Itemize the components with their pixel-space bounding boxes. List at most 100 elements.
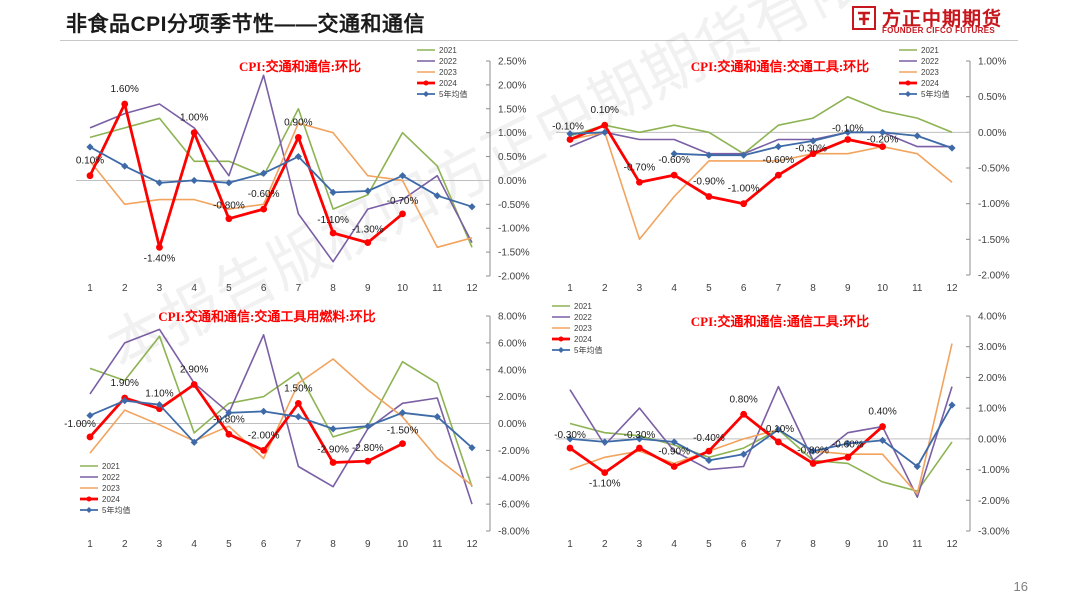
data-point-5年均值 <box>190 438 198 446</box>
x-tick-label: 11 <box>432 539 443 550</box>
series-line-2021 <box>569 95 953 155</box>
x-tick-label: 4 <box>671 283 677 294</box>
y-tick-label: -0.50% <box>978 164 1010 175</box>
legend-label-2024: 2024 <box>574 335 592 344</box>
data-point-2024 <box>364 239 372 246</box>
series-line-2023 <box>89 358 473 486</box>
data-point-2024 <box>225 215 233 223</box>
data-label-2024: -1.00% <box>64 419 96 430</box>
y-tick-label: -2.00% <box>498 446 530 457</box>
data-point-5年均值 <box>878 128 887 136</box>
y-tick-label: 4.00% <box>978 312 1006 323</box>
page-title: 非食品CPI分项季节性——交通和通信 <box>66 13 426 36</box>
y-tick-label: 1.00% <box>978 57 1006 68</box>
y-tick-label: -1.00% <box>498 224 530 235</box>
data-point-2024 <box>774 171 782 179</box>
x-tick-label: 11 <box>912 539 923 550</box>
data-point-2024 <box>260 205 268 213</box>
x-tick-label: 7 <box>776 539 782 550</box>
chart-panel-1: 2.50% 2.00% 1.50% 1.00% 0.50% 0.00% -0.50% -1.0… <box>76 46 530 294</box>
data-point-5年均值 <box>364 422 372 430</box>
y-tick-label: 1.00% <box>978 404 1006 415</box>
data-point-2024 <box>740 410 748 418</box>
data-point-2024 <box>121 100 129 108</box>
data-point-5年均值 <box>364 187 372 195</box>
legend-marker <box>905 91 911 97</box>
data-point-2024 <box>294 134 302 141</box>
x-tick-label: 9 <box>845 539 851 550</box>
data-label-2024: -2.00% <box>248 430 280 441</box>
y-tick-label: 0.00% <box>498 419 526 430</box>
data-point-2024 <box>879 143 886 151</box>
page-number: 16 <box>1013 579 1028 594</box>
data-label-2024: 1.50% <box>284 383 312 394</box>
x-tick-label: 12 <box>946 283 958 294</box>
x-tick-label: 8 <box>330 539 336 550</box>
series-line-5年均值 <box>89 146 473 208</box>
data-point-2024 <box>809 150 817 158</box>
data-point-5年均值 <box>809 137 817 145</box>
data-point-5年均值 <box>260 169 268 177</box>
legend-label-2022: 2022 <box>574 313 592 322</box>
data-label-2024: -0.60% <box>248 189 280 200</box>
y-tick-label: 4.00% <box>498 365 526 376</box>
y-tick-label: 3.00% <box>978 342 1006 353</box>
x-tick-label: 11 <box>432 283 443 294</box>
x-tick-label: 10 <box>877 283 889 294</box>
data-point-2024 <box>566 444 574 452</box>
series-line-2024 <box>569 412 884 474</box>
data-label-2024: -1.00% <box>728 184 760 195</box>
legend-label-5年均值: 5年均值 <box>921 89 949 99</box>
data-point-2024 <box>809 460 817 467</box>
data-point-5年均值 <box>670 438 678 446</box>
data-point-2024 <box>86 172 94 180</box>
data-point-2024 <box>636 178 643 186</box>
y-tick-label: -2.00% <box>978 271 1010 282</box>
x-tick-label: 7 <box>296 283 302 294</box>
data-point-2024 <box>399 440 406 448</box>
x-tick-label: 8 <box>330 283 336 294</box>
data-point-5年均值 <box>468 203 476 211</box>
y-tick-label: -3.00% <box>978 527 1010 538</box>
data-label-2024: -0.60% <box>658 155 690 166</box>
data-point-2024 <box>774 438 782 446</box>
chart-title: CPI:交通和通信:交通工具:环比 <box>691 59 869 74</box>
data-label-2024: -0.90% <box>658 447 690 458</box>
data-point-2024 <box>670 171 678 179</box>
data-label-2024: 2.90% <box>180 365 208 376</box>
data-label-2024: 0.80% <box>729 394 757 405</box>
data-label-2024: 1.90% <box>111 378 139 389</box>
data-label-2024: -0.60% <box>763 155 795 166</box>
x-tick-label: 7 <box>776 283 782 294</box>
data-point-2024 <box>844 453 852 461</box>
data-label-2024: -1.30% <box>352 225 384 236</box>
data-point-2024 <box>705 447 713 455</box>
data-label-2024: -0.40% <box>693 433 725 444</box>
series-line-5年均值 <box>569 404 953 468</box>
x-tick-label: 6 <box>261 283 267 294</box>
data-point-2024 <box>294 399 302 407</box>
y-tick-label: 2.00% <box>498 392 526 403</box>
x-tick-label: 5 <box>706 539 712 550</box>
x-tick-label: 2 <box>602 539 608 550</box>
data-point-5年均值 <box>329 425 337 433</box>
series-line-2022 <box>89 74 473 263</box>
legend-marker <box>423 80 429 86</box>
logo-name-en: FOUNDER CIFCO FUTURES <box>882 26 995 35</box>
data-point-5年均值 <box>398 172 407 180</box>
legend-label-2024: 2024 <box>439 79 457 88</box>
y-tick-label: 6.00% <box>498 338 526 349</box>
data-point-5年均值 <box>190 176 198 185</box>
data-label-2024: -0.10% <box>763 424 795 435</box>
x-tick-label: 9 <box>365 539 371 550</box>
legend-label-2022: 2022 <box>439 57 457 66</box>
data-point-5年均值 <box>705 456 713 464</box>
y-tick-label: 1.50% <box>498 104 526 115</box>
series-line-2023 <box>89 122 473 249</box>
series-line-2022 <box>569 131 952 155</box>
x-tick-label: 8 <box>810 283 816 294</box>
logo-mark-icon <box>852 6 876 30</box>
